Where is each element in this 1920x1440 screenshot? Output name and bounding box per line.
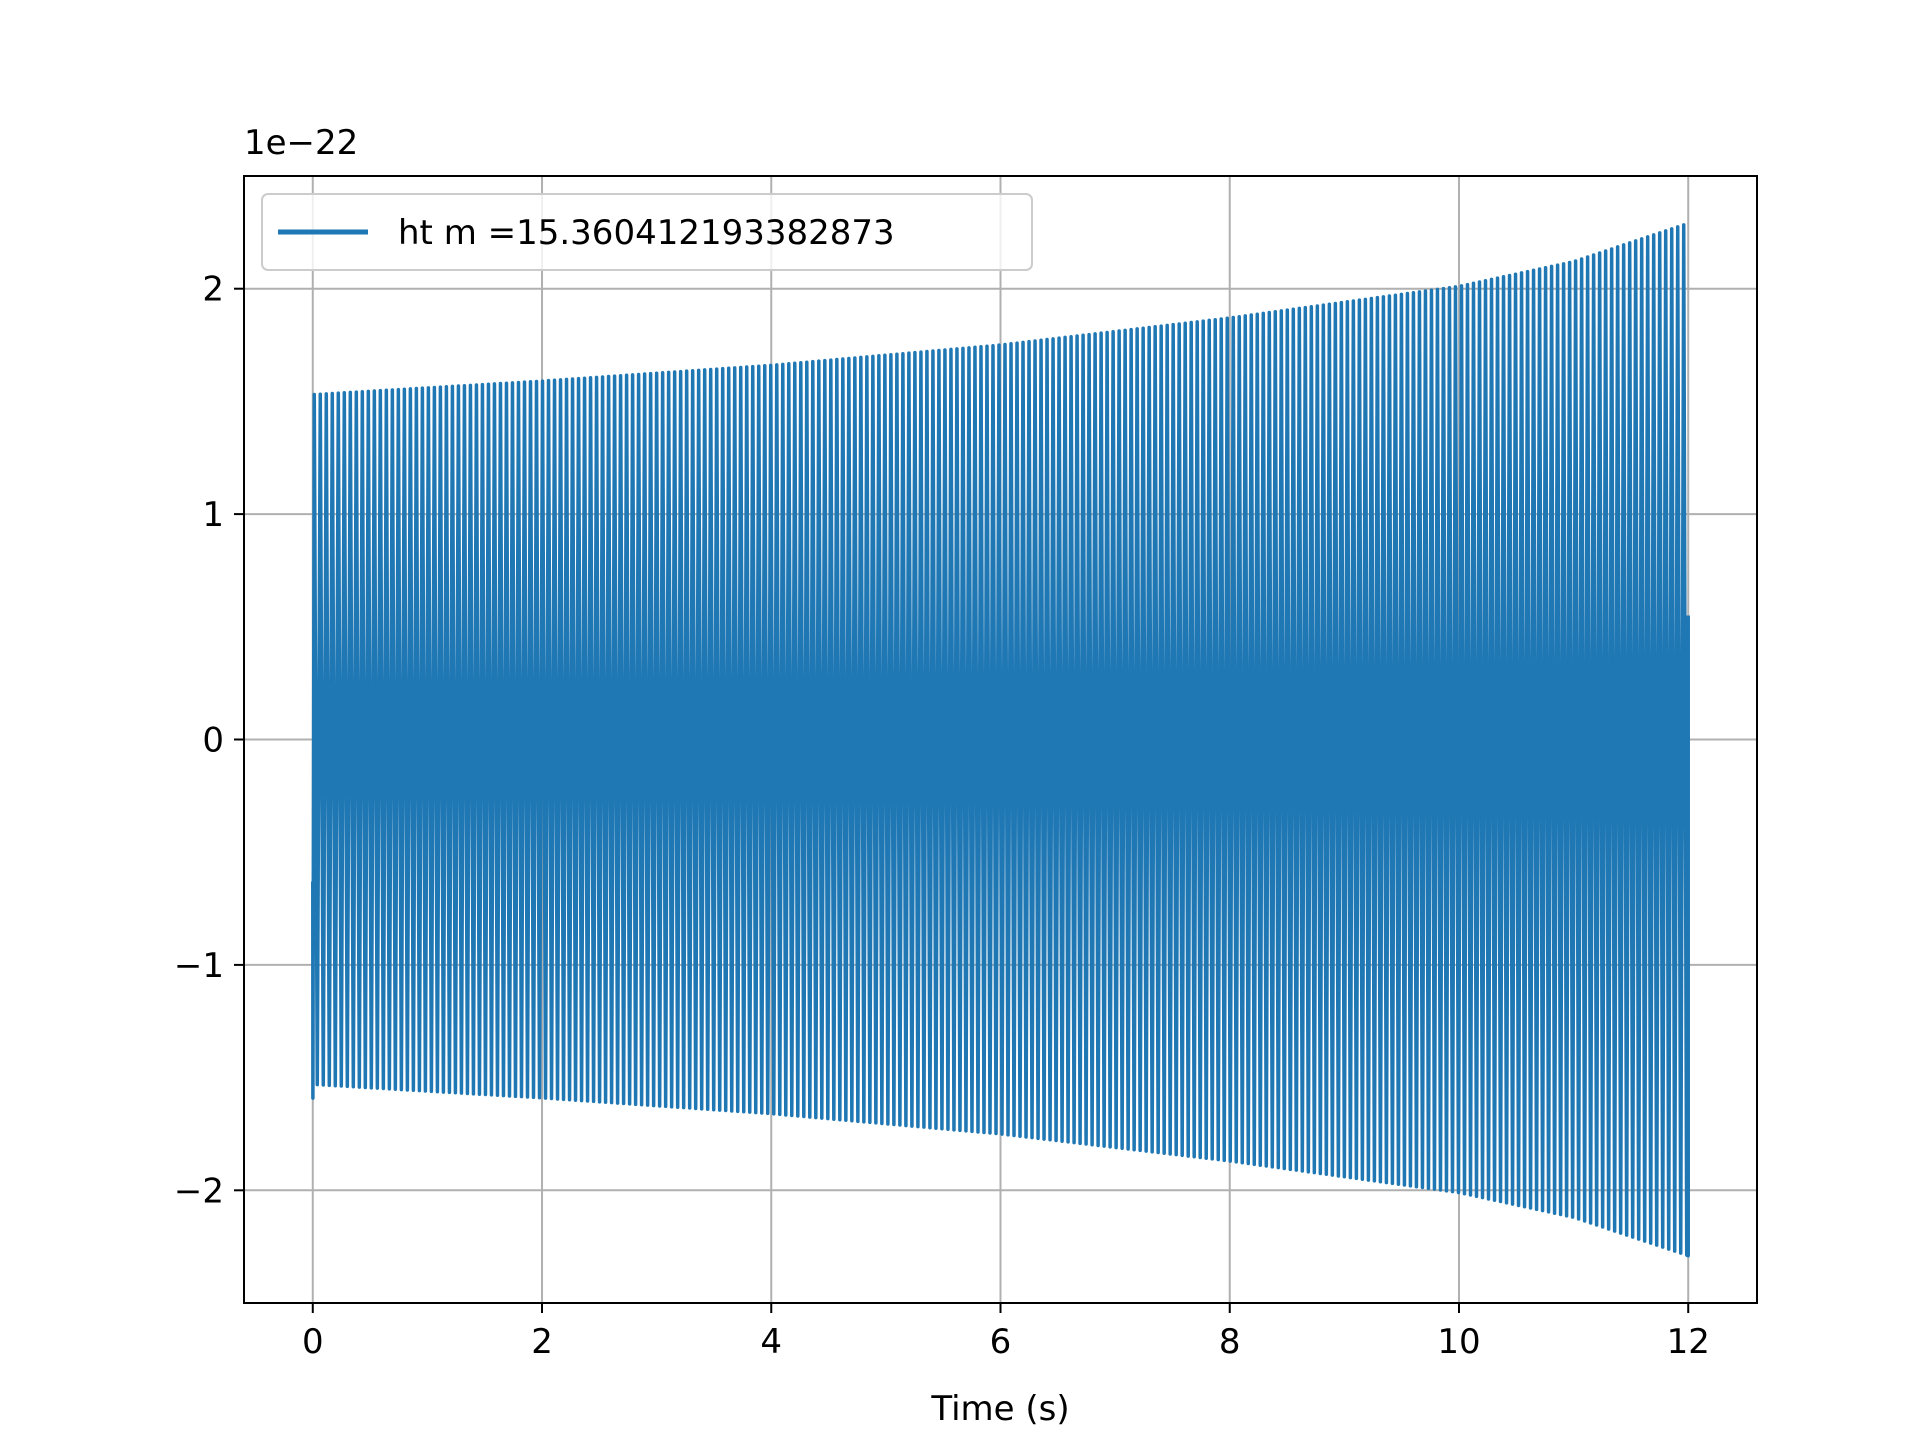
- x-axis-label: Time (s): [930, 1389, 1069, 1429]
- y-axis-offset-text: 1e−22: [244, 123, 358, 163]
- y-tick-label-3: 1: [202, 495, 224, 535]
- y-tick-label-0: −2: [174, 1171, 224, 1211]
- y-tick-label-4: 2: [202, 270, 224, 310]
- plot-area: [311, 223, 1690, 1258]
- x-tick-label-1: 2: [531, 1322, 553, 1362]
- legend-box: [261, 193, 1033, 271]
- x-tick-label-2: 4: [760, 1322, 782, 1362]
- y-tick-label-1: −1: [174, 946, 224, 986]
- x-tick-label-4: 8: [1219, 1322, 1241, 1362]
- y-tick-label-2: 0: [202, 721, 224, 761]
- x-tick-label-3: 6: [990, 1322, 1012, 1362]
- legend-label: ht m =15.360412193382873: [398, 213, 895, 253]
- legend: ht m =15.360412193382873: [261, 193, 1033, 271]
- series-line-ht: [311, 223, 1690, 1258]
- x-tick-label-6: 12: [1667, 1322, 1710, 1362]
- x-tick-label-0: 0: [302, 1322, 324, 1362]
- x-tick-label-5: 10: [1437, 1322, 1480, 1362]
